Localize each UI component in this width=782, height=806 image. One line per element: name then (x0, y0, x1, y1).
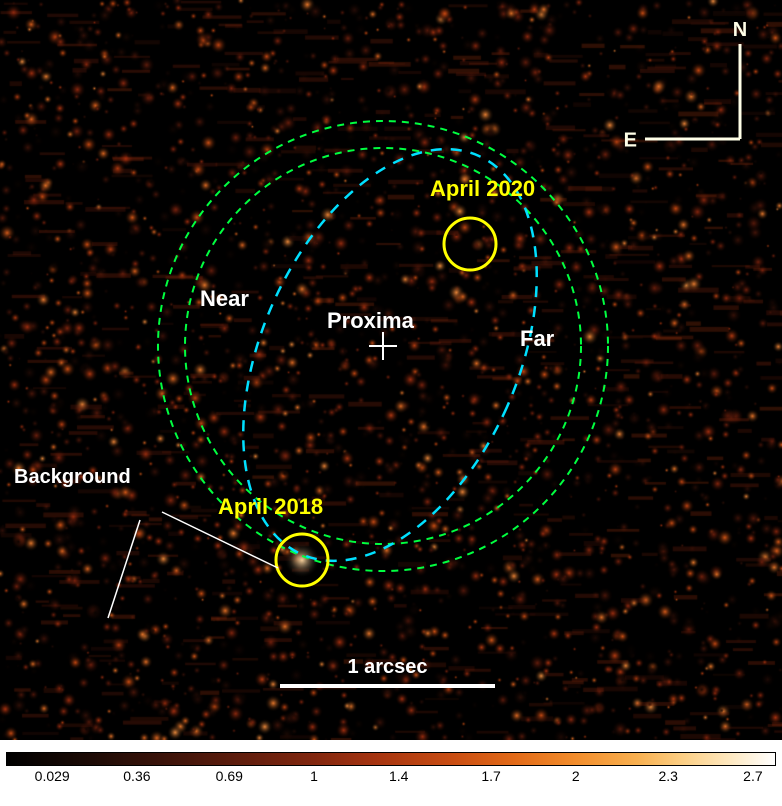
background-leader-1 (162, 512, 278, 568)
colorbar-tick: 0.36 (123, 768, 150, 784)
compass: N E (624, 19, 748, 151)
epoch-2020-label: April 2020 (430, 176, 535, 202)
proxima-label: Proxima (327, 308, 414, 334)
colorbar-tick: 1 (310, 768, 318, 784)
scale-bar-label: 1 arcsec (347, 656, 427, 679)
colorbar-container: 0.029 0.36 0.69 1 1.4 1.7 2 2.3 2.7 (0, 752, 782, 798)
figure-panel: N E Proxima Near Far Background April 20… (0, 0, 782, 740)
background-leader-2 (108, 520, 140, 618)
colorbar-tick: 2.3 (658, 768, 677, 784)
epoch-2018-label: April 2018 (218, 494, 323, 520)
overlay-svg: N E (0, 0, 782, 740)
proxima-cross (369, 332, 397, 360)
near-label: Near (200, 286, 249, 312)
colorbar-tick: 0.029 (35, 768, 70, 784)
colorbar-tick: 2.7 (743, 768, 762, 784)
epoch-2020-circle (444, 218, 496, 270)
compass-n-label: N (733, 19, 747, 41)
colorbar-tick: 2 (572, 768, 580, 784)
compass-e-label: E (624, 129, 637, 151)
background-label: Background (14, 466, 131, 489)
colorbar-tick: 0.69 (216, 768, 243, 784)
colorbar-gradient (6, 752, 776, 766)
colorbar-tick: 1.7 (481, 768, 500, 784)
colorbar-ticks: 0.029 0.36 0.69 1 1.4 1.7 2 2.3 2.7 (6, 768, 776, 798)
colorbar-tick: 1.4 (389, 768, 408, 784)
epoch-2018-circle (276, 534, 328, 586)
far-label: Far (520, 326, 554, 352)
